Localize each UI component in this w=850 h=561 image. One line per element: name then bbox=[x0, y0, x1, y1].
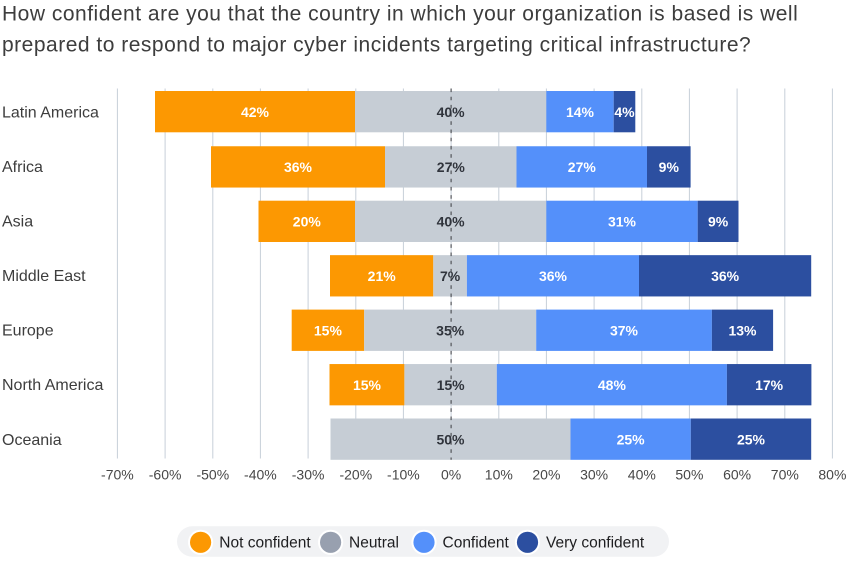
svg-text:27%: 27% bbox=[568, 159, 597, 175]
svg-text:35%: 35% bbox=[436, 323, 465, 339]
svg-text:-20%: -20% bbox=[339, 466, 372, 482]
svg-text:15%: 15% bbox=[353, 377, 382, 393]
svg-text:27%: 27% bbox=[437, 159, 466, 175]
svg-text:36%: 36% bbox=[539, 268, 568, 284]
svg-text:Not confident: Not confident bbox=[219, 535, 311, 552]
svg-text:50%: 50% bbox=[675, 466, 703, 482]
svg-text:-70%: -70% bbox=[101, 466, 134, 482]
svg-text:-60%: -60% bbox=[149, 466, 182, 482]
svg-text:Neutral: Neutral bbox=[349, 535, 399, 552]
svg-text:80%: 80% bbox=[818, 466, 846, 482]
svg-text:10%: 10% bbox=[485, 466, 513, 482]
svg-text:48%: 48% bbox=[598, 377, 627, 393]
svg-text:7%: 7% bbox=[440, 268, 461, 284]
svg-text:North America: North America bbox=[2, 377, 103, 394]
svg-text:60%: 60% bbox=[723, 466, 751, 482]
svg-text:31%: 31% bbox=[608, 213, 637, 229]
svg-text:42%: 42% bbox=[241, 104, 270, 120]
svg-text:prepared to respond to major c: prepared to respond to major cyber incid… bbox=[2, 34, 751, 57]
svg-text:9%: 9% bbox=[659, 159, 680, 175]
svg-text:15%: 15% bbox=[437, 377, 466, 393]
svg-text:Africa: Africa bbox=[2, 159, 43, 176]
svg-text:Europe: Europe bbox=[2, 323, 54, 340]
svg-text:17%: 17% bbox=[755, 377, 784, 393]
svg-text:70%: 70% bbox=[771, 466, 799, 482]
svg-text:20%: 20% bbox=[532, 466, 560, 482]
svg-text:-50%: -50% bbox=[196, 466, 229, 482]
svg-text:0%: 0% bbox=[441, 466, 461, 482]
svg-text:-30%: -30% bbox=[292, 466, 325, 482]
svg-text:Middle East: Middle East bbox=[2, 268, 86, 285]
svg-text:-10%: -10% bbox=[387, 466, 420, 482]
svg-text:13%: 13% bbox=[728, 323, 757, 339]
svg-text:20%: 20% bbox=[293, 213, 322, 229]
svg-text:40%: 40% bbox=[437, 104, 466, 120]
svg-text:Latin America: Latin America bbox=[2, 104, 99, 121]
svg-text:30%: 30% bbox=[580, 466, 608, 482]
svg-text:21%: 21% bbox=[368, 268, 397, 284]
svg-text:How confident are you that the: How confident are you that the country i… bbox=[2, 3, 798, 26]
svg-text:40%: 40% bbox=[437, 213, 466, 229]
svg-text:37%: 37% bbox=[610, 323, 639, 339]
svg-text:25%: 25% bbox=[617, 432, 646, 448]
svg-text:9%: 9% bbox=[708, 213, 729, 229]
svg-text:14%: 14% bbox=[566, 104, 595, 120]
svg-text:36%: 36% bbox=[711, 268, 740, 284]
svg-text:4%: 4% bbox=[614, 104, 635, 120]
svg-text:Very confident: Very confident bbox=[546, 535, 645, 552]
svg-text:36%: 36% bbox=[284, 159, 313, 175]
svg-text:Confident: Confident bbox=[443, 535, 510, 552]
svg-text:50%: 50% bbox=[436, 432, 465, 448]
svg-text:25%: 25% bbox=[737, 432, 766, 448]
svg-text:40%: 40% bbox=[628, 466, 656, 482]
svg-text:Oceania: Oceania bbox=[2, 432, 62, 449]
svg-text:Asia: Asia bbox=[2, 214, 33, 231]
svg-text:15%: 15% bbox=[314, 323, 343, 339]
svg-text:-40%: -40% bbox=[244, 466, 277, 482]
